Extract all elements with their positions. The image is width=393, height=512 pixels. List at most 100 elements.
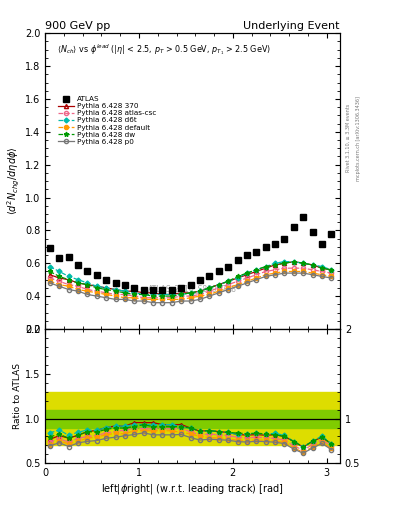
Pythia 6.428 default bbox=[141, 296, 146, 303]
Pythia 6.428 default bbox=[188, 295, 193, 301]
Legend: ATLAS, Pythia 6.428 370, Pythia 6.428 atlas-csc, Pythia 6.428 d6t, Pythia 6.428 : ATLAS, Pythia 6.428 370, Pythia 6.428 at… bbox=[58, 96, 156, 145]
Pythia 6.428 default bbox=[151, 296, 156, 303]
Pythia 6.428 d6t bbox=[198, 288, 202, 294]
Pythia 6.428 dw bbox=[169, 293, 174, 299]
Pythia 6.428 atlas-csc bbox=[76, 283, 81, 289]
Pythia 6.428 atlas-csc bbox=[132, 293, 137, 299]
Pythia 6.428 dw bbox=[179, 291, 184, 297]
Pythia 6.428 dw bbox=[132, 291, 137, 297]
Pythia 6.428 370 bbox=[254, 268, 259, 274]
Y-axis label: $\langle d^2 N_{chg}/d\eta d\phi \rangle$: $\langle d^2 N_{chg}/d\eta d\phi \rangle… bbox=[6, 147, 22, 216]
Pythia 6.428 default bbox=[310, 270, 315, 276]
ATLAS bbox=[85, 268, 90, 274]
Pythia 6.428 370 bbox=[57, 275, 62, 281]
Pythia 6.428 dw bbox=[226, 278, 231, 284]
Pythia 6.428 dw bbox=[76, 280, 81, 286]
Pythia 6.428 p0 bbox=[188, 298, 193, 304]
Pythia 6.428 d6t bbox=[226, 278, 231, 284]
Pythia 6.428 dw bbox=[244, 270, 249, 276]
Pythia 6.428 370 bbox=[169, 291, 174, 297]
Pythia 6.428 d6t bbox=[179, 291, 184, 297]
ATLAS bbox=[169, 287, 174, 293]
Pythia 6.428 default bbox=[104, 291, 108, 297]
Pythia 6.428 dw bbox=[66, 276, 71, 283]
Pythia 6.428 370 bbox=[226, 278, 231, 284]
Pythia 6.428 dw bbox=[254, 267, 259, 273]
Pythia 6.428 d6t bbox=[76, 276, 81, 283]
ATLAS bbox=[113, 280, 118, 286]
Pythia 6.428 370 bbox=[329, 267, 334, 273]
Line: Pythia 6.428 p0: Pythia 6.428 p0 bbox=[48, 271, 333, 305]
Pythia 6.428 p0 bbox=[273, 272, 277, 278]
Pythia 6.428 d6t bbox=[57, 268, 62, 274]
Pythia 6.428 default bbox=[235, 282, 240, 288]
Pythia 6.428 atlas-csc bbox=[113, 291, 118, 297]
Pythia 6.428 atlas-csc bbox=[226, 282, 231, 288]
ATLAS bbox=[160, 287, 165, 293]
Pythia 6.428 370 bbox=[310, 262, 315, 268]
Pythia 6.428 370 bbox=[301, 260, 306, 266]
Pythia 6.428 atlas-csc bbox=[123, 291, 127, 297]
Pythia 6.428 default bbox=[226, 285, 231, 291]
Line: ATLAS: ATLAS bbox=[47, 215, 334, 292]
Pythia 6.428 atlas-csc bbox=[301, 265, 306, 271]
Pythia 6.428 370 bbox=[85, 282, 90, 288]
Pythia 6.428 370 bbox=[198, 288, 202, 294]
Pythia 6.428 p0 bbox=[76, 288, 81, 294]
Pythia 6.428 p0 bbox=[329, 275, 334, 281]
Pythia 6.428 p0 bbox=[179, 298, 184, 304]
Pythia 6.428 d6t bbox=[244, 270, 249, 276]
Text: mcplots.cern.ch [arXiv:1306.3436]: mcplots.cern.ch [arXiv:1306.3436] bbox=[356, 96, 361, 181]
Pythia 6.428 dw bbox=[310, 262, 315, 268]
Pythia 6.428 d6t bbox=[188, 290, 193, 296]
Pythia 6.428 370 bbox=[151, 290, 156, 296]
Pythia 6.428 p0 bbox=[207, 293, 212, 299]
Pythia 6.428 370 bbox=[48, 272, 52, 278]
Pythia 6.428 370 bbox=[282, 260, 287, 266]
Line: Pythia 6.428 default: Pythia 6.428 default bbox=[48, 269, 333, 302]
Pythia 6.428 370 bbox=[244, 272, 249, 278]
Pythia 6.428 370 bbox=[235, 275, 240, 281]
Pythia 6.428 d6t bbox=[94, 283, 99, 289]
Pythia 6.428 370 bbox=[273, 262, 277, 268]
Pythia 6.428 default bbox=[320, 272, 324, 278]
Text: ATLAS_2010_S8894728: ATLAS_2010_S8894728 bbox=[148, 285, 237, 293]
ATLAS bbox=[151, 287, 156, 293]
Pythia 6.428 atlas-csc bbox=[207, 288, 212, 294]
Pythia 6.428 p0 bbox=[292, 270, 296, 276]
Pythia 6.428 370 bbox=[123, 288, 127, 294]
Pythia 6.428 370 bbox=[217, 282, 221, 288]
Pythia 6.428 p0 bbox=[66, 287, 71, 293]
Pythia 6.428 p0 bbox=[320, 273, 324, 280]
ATLAS bbox=[301, 214, 306, 220]
Pythia 6.428 370 bbox=[263, 265, 268, 271]
Pythia 6.428 p0 bbox=[244, 280, 249, 286]
Pythia 6.428 atlas-csc bbox=[329, 270, 334, 276]
X-axis label: left|$\phi$right| (w.r.t. leading track) [rad]: left|$\phi$right| (w.r.t. leading track)… bbox=[101, 482, 284, 497]
Pythia 6.428 default bbox=[66, 283, 71, 289]
Pythia 6.428 default bbox=[169, 296, 174, 303]
Pythia 6.428 d6t bbox=[85, 280, 90, 286]
Pythia 6.428 p0 bbox=[310, 272, 315, 278]
ATLAS bbox=[188, 282, 193, 288]
Pythia 6.428 dw bbox=[235, 273, 240, 280]
Pythia 6.428 370 bbox=[76, 280, 81, 286]
ATLAS bbox=[310, 229, 315, 235]
Pythia 6.428 default bbox=[273, 270, 277, 276]
Pythia 6.428 atlas-csc bbox=[198, 291, 202, 297]
Pythia 6.428 d6t bbox=[207, 285, 212, 291]
ATLAS bbox=[273, 241, 277, 247]
ATLAS bbox=[179, 285, 184, 291]
Pythia 6.428 p0 bbox=[301, 270, 306, 276]
Pythia 6.428 default bbox=[301, 268, 306, 274]
Pythia 6.428 dw bbox=[123, 290, 127, 296]
ATLAS bbox=[254, 249, 259, 255]
Pythia 6.428 370 bbox=[320, 265, 324, 271]
ATLAS bbox=[132, 285, 137, 291]
Pythia 6.428 atlas-csc bbox=[151, 295, 156, 301]
Pythia 6.428 default bbox=[94, 290, 99, 296]
ATLAS bbox=[217, 268, 221, 274]
Pythia 6.428 d6t bbox=[254, 267, 259, 273]
Pythia 6.428 d6t bbox=[66, 273, 71, 280]
Pythia 6.428 dw bbox=[113, 288, 118, 294]
